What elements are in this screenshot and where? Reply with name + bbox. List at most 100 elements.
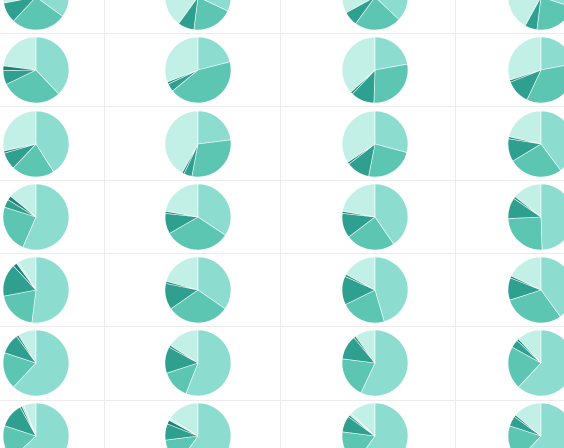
pie-slice-r3-c2-s2	[197, 110, 232, 145]
pie-slice-r1-c3-s1	[341, 0, 371, 14]
pie-slice-r5-c3-s5	[344, 274, 376, 291]
pie-r4-c3	[341, 183, 409, 251]
pie-slice-r1-c2-s1	[164, 0, 197, 25]
pie-slice-r3-c2-s1	[164, 110, 199, 174]
pie-slice-r4-c3-s5	[341, 210, 376, 218]
pie-slice-r3-c1-s3	[12, 143, 55, 178]
pie-slice-r7-c2-s2	[188, 402, 232, 448]
pie-slice-r5-c2-s1	[165, 256, 199, 291]
pie-r2-c4	[507, 36, 564, 104]
pie-slice-r5-c2-s5	[165, 281, 199, 291]
pie-slice-r1-c2-s4	[178, 0, 198, 31]
pie-slice-r1-c4-s4	[524, 0, 541, 31]
pie-slice-r1-c1-s4	[3, 0, 34, 22]
pie-slice-r1-c1-s2	[39, 0, 70, 17]
pie-slice-r2-c4-s3	[526, 65, 564, 104]
pie-r2-c2	[164, 36, 232, 104]
pie-slice-r4-c4-s3	[507, 216, 543, 251]
pie-slice-r1-c3-s4	[345, 0, 374, 25]
pie-slice-r2-c3-s2	[374, 36, 408, 71]
pie-r5-c4	[507, 256, 564, 324]
pie-slice-r5-c1-s2	[31, 256, 70, 324]
pie-slice-r4-c1-s3	[2, 206, 37, 248]
pie-slice-r6-c1-s5	[16, 334, 37, 364]
pie-slice-r5-c2-s3	[170, 289, 226, 324]
pie-slice-r3-c1-s5	[3, 143, 37, 154]
pie-slice-r3-c1-s1	[2, 110, 37, 152]
pie-slice-r2-c4-s2	[540, 36, 564, 71]
pie-slice-r4-c4-s2	[540, 183, 564, 251]
pie-slice-r1-c2-s3	[193, 0, 229, 31]
pie-slice-r2-c1-s2	[35, 36, 70, 95]
pie-slice-r3-c3-s2	[374, 110, 409, 153]
pie-slice-r7-c3-s2	[365, 402, 409, 448]
pie-r2-c1	[2, 36, 70, 104]
pie-slice-r4-c2-s1	[165, 183, 199, 218]
pie-slice-r6-c2-s2	[185, 329, 232, 397]
pie-slice-r2-c4-s1	[507, 36, 542, 81]
pie-r7-c1	[2, 402, 70, 448]
pie-slice-r6-c1-s2	[12, 329, 70, 397]
pie-r6-c4	[507, 329, 564, 397]
pie-r1-c2	[164, 0, 232, 31]
pie-slice-r1-c1-s3	[12, 0, 64, 31]
pie-slice-r6-c3-s5	[353, 335, 376, 364]
pie-slice-r2-c2-s3	[172, 61, 232, 104]
pie-r4-c1	[2, 183, 70, 251]
pie-slice-r2-c4-s5	[509, 69, 542, 83]
pie-r1-c1	[2, 0, 70, 31]
pie-slice-r3-c4-s1	[508, 110, 542, 145]
pie-r3-c3	[341, 110, 409, 178]
pie-slice-r2-c1-s5	[2, 65, 37, 71]
pie-slice-r5-c3-s3	[345, 289, 385, 324]
pie-r1-c4	[507, 0, 564, 31]
pie-slice-r1-c3-s2	[377, 0, 409, 21]
pie-slice-r4-c4-s5	[513, 196, 542, 218]
pie-slice-r3-c2-s5	[181, 143, 199, 175]
pie-slice-r3-c3-s5	[347, 143, 376, 165]
pie-r7-c3	[341, 402, 409, 448]
pie-r2-c3	[341, 36, 409, 104]
pie-slice-r4-c3-s1	[342, 183, 376, 218]
pie-slice-r7-c4-s5	[513, 414, 542, 437]
pie-slice-r2-c2-s5	[166, 69, 199, 85]
pie-slice-r7-c1-s2	[22, 402, 70, 448]
pie-r7-c2	[164, 402, 232, 448]
pie-r3-c4	[507, 110, 564, 178]
pie-r3-c1	[2, 110, 70, 178]
pie-slice-r5-c1-s6	[16, 261, 37, 291]
pie-slice-r3-c4-s3	[512, 143, 562, 178]
pie-slice-r4-c3-s2	[374, 183, 409, 245]
pie-slice-r1-c4-s1	[507, 0, 540, 27]
pie-slice-r6-c4-s3	[507, 346, 542, 388]
pie-slice-r4-c2-s5	[164, 210, 199, 218]
pie-slice-r4-c2-s3	[169, 216, 226, 251]
pie-slice-r1-c2-s2	[203, 0, 232, 12]
pie-slice-r6-c4-s5	[516, 338, 542, 364]
pie-slice-r3-c2-s3	[191, 139, 232, 178]
pie-slice-r2-c2-s2	[197, 36, 231, 71]
pie-slice-r2-c3-s3	[373, 63, 409, 104]
pie-slice-r4-c3-s3	[348, 216, 395, 251]
pie-slice-r5-c4-s5	[509, 275, 542, 291]
pie-slice-r7-c1-s6	[21, 404, 37, 437]
pie-slice-r2-c3-s1	[341, 36, 376, 93]
pie-r4-c4	[507, 183, 564, 251]
pie-slice-r4-c1-s5	[7, 195, 37, 218]
pie-slice-r1-c4-s3	[536, 0, 564, 31]
pie-slice-r1-c3-s3	[355, 0, 400, 31]
pie-slice-r2-c2-s1	[164, 36, 199, 83]
pie-slice-r3-c4-s2	[540, 110, 564, 171]
pie-slice-r5-c2-s2	[197, 256, 232, 310]
pie-r7-c4	[507, 402, 564, 448]
pie-r3-c2	[164, 110, 232, 178]
pie-r1-c3	[341, 0, 409, 31]
pie-r4-c2	[164, 183, 232, 251]
pie-slice-r6-c3-s3	[341, 358, 376, 394]
pie-r6-c2	[164, 329, 232, 397]
pie-slice-r5-c4-s3	[509, 289, 561, 324]
pie-slice-r5-c1-s3	[3, 289, 37, 324]
pie-slice-r7-c2-s6	[168, 417, 199, 437]
pie-slice-r7-c4-s2	[529, 402, 564, 448]
